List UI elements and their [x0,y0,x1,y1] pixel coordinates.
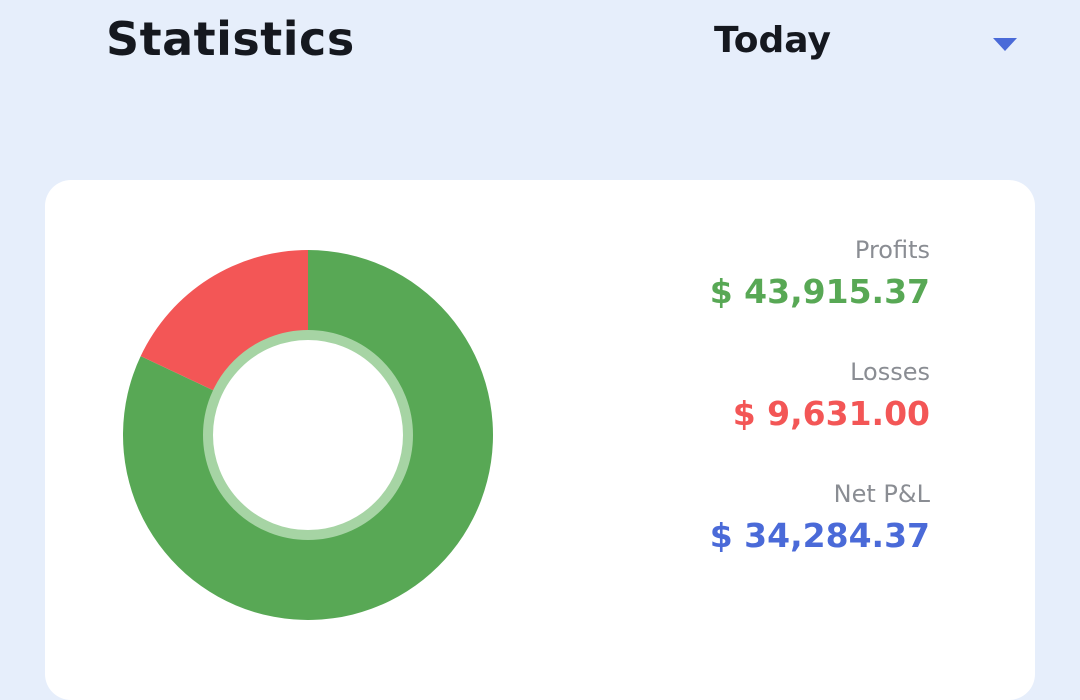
net-pnl-stat: Net P&L $ 34,284.37 [710,478,930,600]
donut-inner-ring [203,330,413,540]
stats-summary: Profits $ 43,915.37 Losses $ 9,631.00 Ne… [710,234,930,600]
period-dropdown[interactable]: Today [700,14,1040,70]
chevron-down-icon[interactable] [993,38,1017,51]
profits-label: Profits [854,236,930,264]
period-selected-value: Today [714,20,831,61]
page-title: Statistics [106,12,355,66]
net-pnl-label: Net P&L [833,480,930,508]
statistics-card: Profits $ 43,915.37 Losses $ 9,631.00 Ne… [45,180,1035,700]
net-pnl-value: $ 34,284.37 [709,516,930,555]
losses-value: $ 9,631.00 [732,394,930,433]
losses-stat: Losses $ 9,631.00 [710,356,930,478]
profit-loss-donut-chart [123,250,493,620]
donut-slice-profits [123,250,493,620]
losses-label: Losses [850,358,930,386]
donut-slice-losses [140,250,308,393]
profits-stat: Profits $ 43,915.37 [710,234,930,356]
profits-value: $ 43,915.37 [709,272,930,311]
